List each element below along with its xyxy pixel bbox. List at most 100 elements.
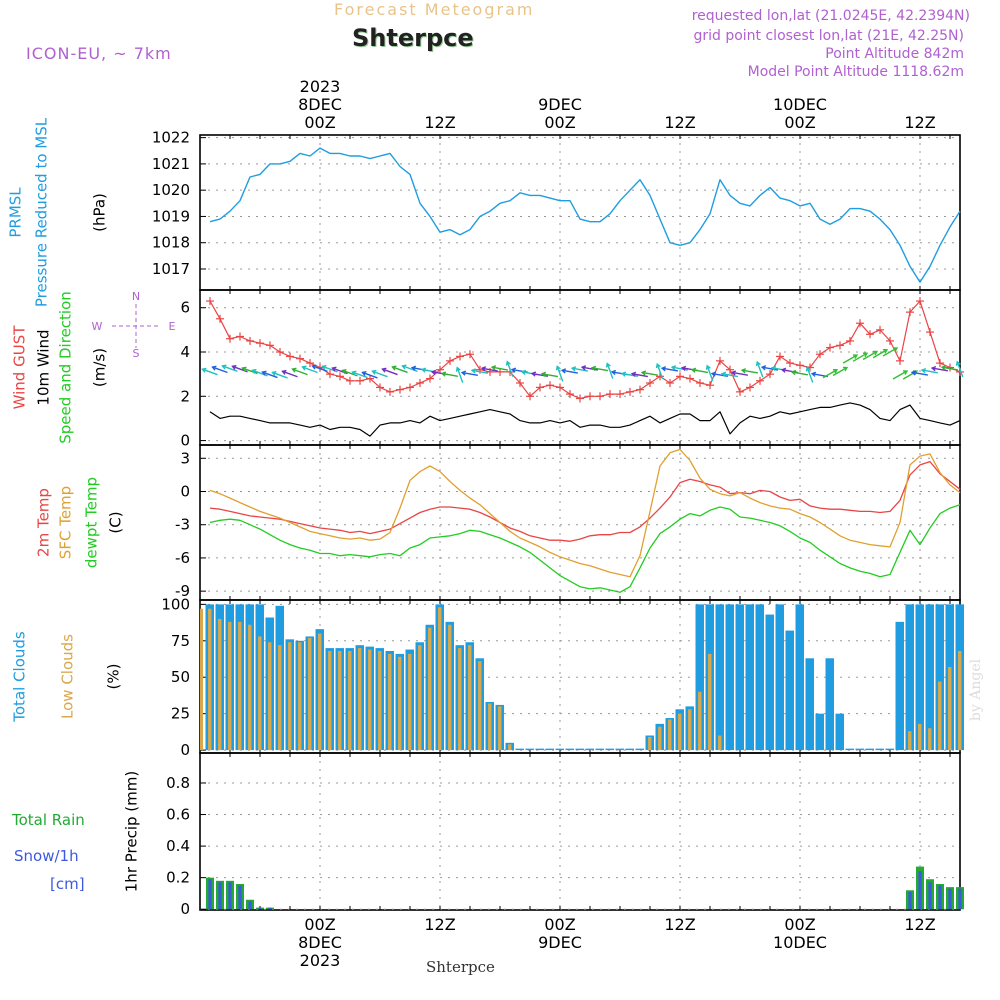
low-cloud-bar	[508, 744, 512, 751]
low-cloud-bar	[308, 637, 312, 751]
y-tick-label: 1021	[152, 155, 190, 173]
decorations: by Angel	[968, 658, 984, 721]
gridpoint-coords: grid point closest lon,lat (21E, 42.25N)	[693, 28, 964, 44]
low-cloud-bar	[438, 607, 442, 751]
wind-direction-arrow	[941, 366, 959, 371]
wind-direction-arrowhead	[311, 364, 317, 370]
wind-direction-arrowhead	[670, 365, 677, 371]
wind-direction-arrow	[581, 366, 599, 371]
bottom-time-label: 12Z	[904, 915, 935, 934]
low-cloud-bar	[388, 653, 392, 751]
model-label: ICON-EU, ~ 7km	[26, 44, 172, 63]
wind-direction-arrowhead	[755, 360, 761, 367]
wind-direction-arrowhead	[790, 369, 797, 376]
grid-lines	[200, 135, 960, 910]
wind-direction-arrowhead	[720, 371, 727, 377]
low-cloud-bar	[658, 726, 662, 751]
wind-direction-arrowhead	[805, 366, 811, 372]
low-cloud-bar	[918, 723, 922, 751]
wind-direction-arrowhead	[490, 365, 497, 371]
y-tick-label: 6	[180, 299, 190, 317]
pressure-line	[209, 147, 961, 283]
low-cloud-bar	[398, 656, 402, 751]
wind-direction-arrow	[731, 371, 749, 376]
wind-direction-arrowhead	[510, 367, 517, 373]
wind-direction-arrowhead	[810, 371, 817, 377]
low-cloud-bar	[238, 621, 242, 751]
wind-direction-arrowhead	[955, 360, 961, 366]
panel-ylabel: dewpt Temp	[83, 477, 101, 568]
panels	[199, 134, 961, 911]
precip-legend-rain: Total Rain	[11, 811, 85, 829]
wind-direction-arrow	[911, 371, 929, 376]
total-cloud-bar	[525, 748, 534, 751]
low-cloud-bar	[488, 703, 492, 751]
bottom-time-label: 12Z	[424, 915, 455, 934]
wind-direction-arrowhead	[470, 368, 477, 374]
top-time-label: 00Z	[544, 113, 575, 132]
snow-bar	[958, 888, 962, 910]
wind-direction-arrow	[571, 367, 589, 372]
low-cloud-bar	[378, 651, 382, 751]
low-cloud-bar	[318, 633, 322, 751]
low-cloud-bar	[368, 649, 372, 751]
low-cloud-bar	[908, 731, 912, 751]
y-tick-label: 0	[180, 432, 190, 450]
low-cloud-bar	[958, 651, 962, 751]
wind-direction-arrow	[656, 363, 664, 380]
wind-direction-arrowhead	[740, 368, 747, 374]
wind-direction-arrowhead	[540, 371, 547, 377]
wind-direction-arrow	[721, 373, 739, 378]
wind-direction-arrow	[372, 370, 388, 378]
wind-direction-arrowhead	[281, 369, 287, 375]
bottom-time-label: 00Z	[784, 915, 815, 934]
snow-bar	[258, 907, 262, 910]
bottom-time-label: 8DEC	[298, 933, 342, 952]
total-cloud-bar	[715, 604, 724, 751]
y-tick-label: 1018	[152, 234, 190, 252]
bottom-time-label: 9DEC	[538, 933, 582, 952]
wind-direction-arrowhead	[640, 370, 647, 376]
wind-speed-line	[209, 402, 961, 437]
wind-direction-arrowhead	[401, 364, 407, 370]
wind-direction-arrowhead	[530, 371, 537, 377]
wind-direction-arrowhead	[420, 367, 427, 373]
wind-direction-arrow	[756, 361, 764, 378]
total-cloud-bar	[515, 748, 524, 751]
y-tick-label: 2	[180, 387, 190, 405]
snow-bar	[208, 879, 212, 910]
low-cloud-bar	[358, 648, 362, 751]
wind-direction-arrowhead	[630, 371, 637, 377]
panel-ylabel: SFC Temp	[57, 486, 75, 559]
wind-direction-arrowhead	[690, 367, 697, 373]
total-cloud-bar	[825, 658, 834, 751]
wind-direction-arrow	[671, 366, 689, 371]
wind-direction-arrow	[561, 369, 579, 374]
wind-direction-arrowhead	[852, 354, 859, 359]
total-cloud-bar	[775, 604, 784, 751]
footer-place: Shterpce	[426, 958, 495, 976]
top-time-label: 12Z	[904, 113, 935, 132]
wind-direction-arrowhead	[770, 365, 777, 372]
wind-direction-arrowhead	[780, 367, 787, 373]
temperature-line-sfc	[209, 448, 961, 578]
wind-direction-arrow	[481, 367, 499, 372]
snow-bar	[238, 885, 242, 910]
wind-direction-arrowhead	[760, 365, 767, 371]
wind-direction-arrow	[302, 366, 318, 374]
wind-direction-arrow	[842, 354, 858, 364]
wind-direction-arrowhead	[480, 366, 487, 372]
wind-direction-arrow	[456, 367, 464, 383]
top-time-label: 8DEC	[298, 95, 342, 114]
wind-direction-arrowhead	[241, 366, 247, 372]
wind-direction-arrowhead	[371, 369, 377, 375]
wind-direction-arrow	[832, 366, 848, 377]
low-cloud-bar	[278, 645, 282, 751]
wind-direction-arrowhead	[321, 364, 327, 370]
total-cloud-bar	[565, 748, 574, 751]
compass-south: S	[133, 347, 140, 360]
top-time-label: 10DEC	[773, 95, 827, 114]
total-cloud-bar	[905, 604, 914, 751]
low-cloud-bar	[458, 648, 462, 751]
wind-direction-arrowhead	[460, 370, 467, 376]
